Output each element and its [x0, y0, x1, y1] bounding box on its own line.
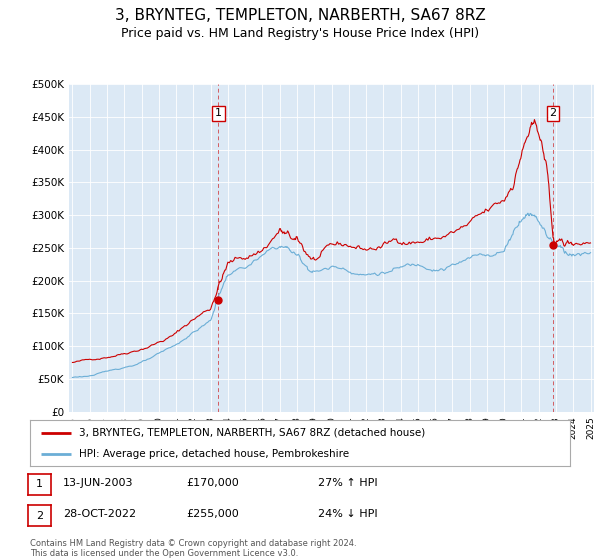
- Text: 28-OCT-2022: 28-OCT-2022: [63, 509, 136, 519]
- Text: 1: 1: [215, 109, 222, 119]
- Text: 24% ↓ HPI: 24% ↓ HPI: [318, 509, 377, 519]
- Text: 3, BRYNTEG, TEMPLETON, NARBERTH, SA67 8RZ (detached house): 3, BRYNTEG, TEMPLETON, NARBERTH, SA67 8R…: [79, 428, 425, 438]
- Text: HPI: Average price, detached house, Pembrokeshire: HPI: Average price, detached house, Pemb…: [79, 450, 349, 459]
- Text: Price paid vs. HM Land Registry's House Price Index (HPI): Price paid vs. HM Land Registry's House …: [121, 27, 479, 40]
- Text: 27% ↑ HPI: 27% ↑ HPI: [318, 478, 377, 488]
- Text: 13-JUN-2003: 13-JUN-2003: [63, 478, 133, 488]
- Text: 1: 1: [36, 479, 43, 489]
- Text: £255,000: £255,000: [186, 509, 239, 519]
- Text: 2: 2: [36, 511, 43, 521]
- Text: 2: 2: [550, 109, 557, 119]
- Text: Contains HM Land Registry data © Crown copyright and database right 2024.
This d: Contains HM Land Registry data © Crown c…: [30, 539, 356, 558]
- Text: £170,000: £170,000: [186, 478, 239, 488]
- Text: 3, BRYNTEG, TEMPLETON, NARBERTH, SA67 8RZ: 3, BRYNTEG, TEMPLETON, NARBERTH, SA67 8R…: [115, 8, 485, 24]
